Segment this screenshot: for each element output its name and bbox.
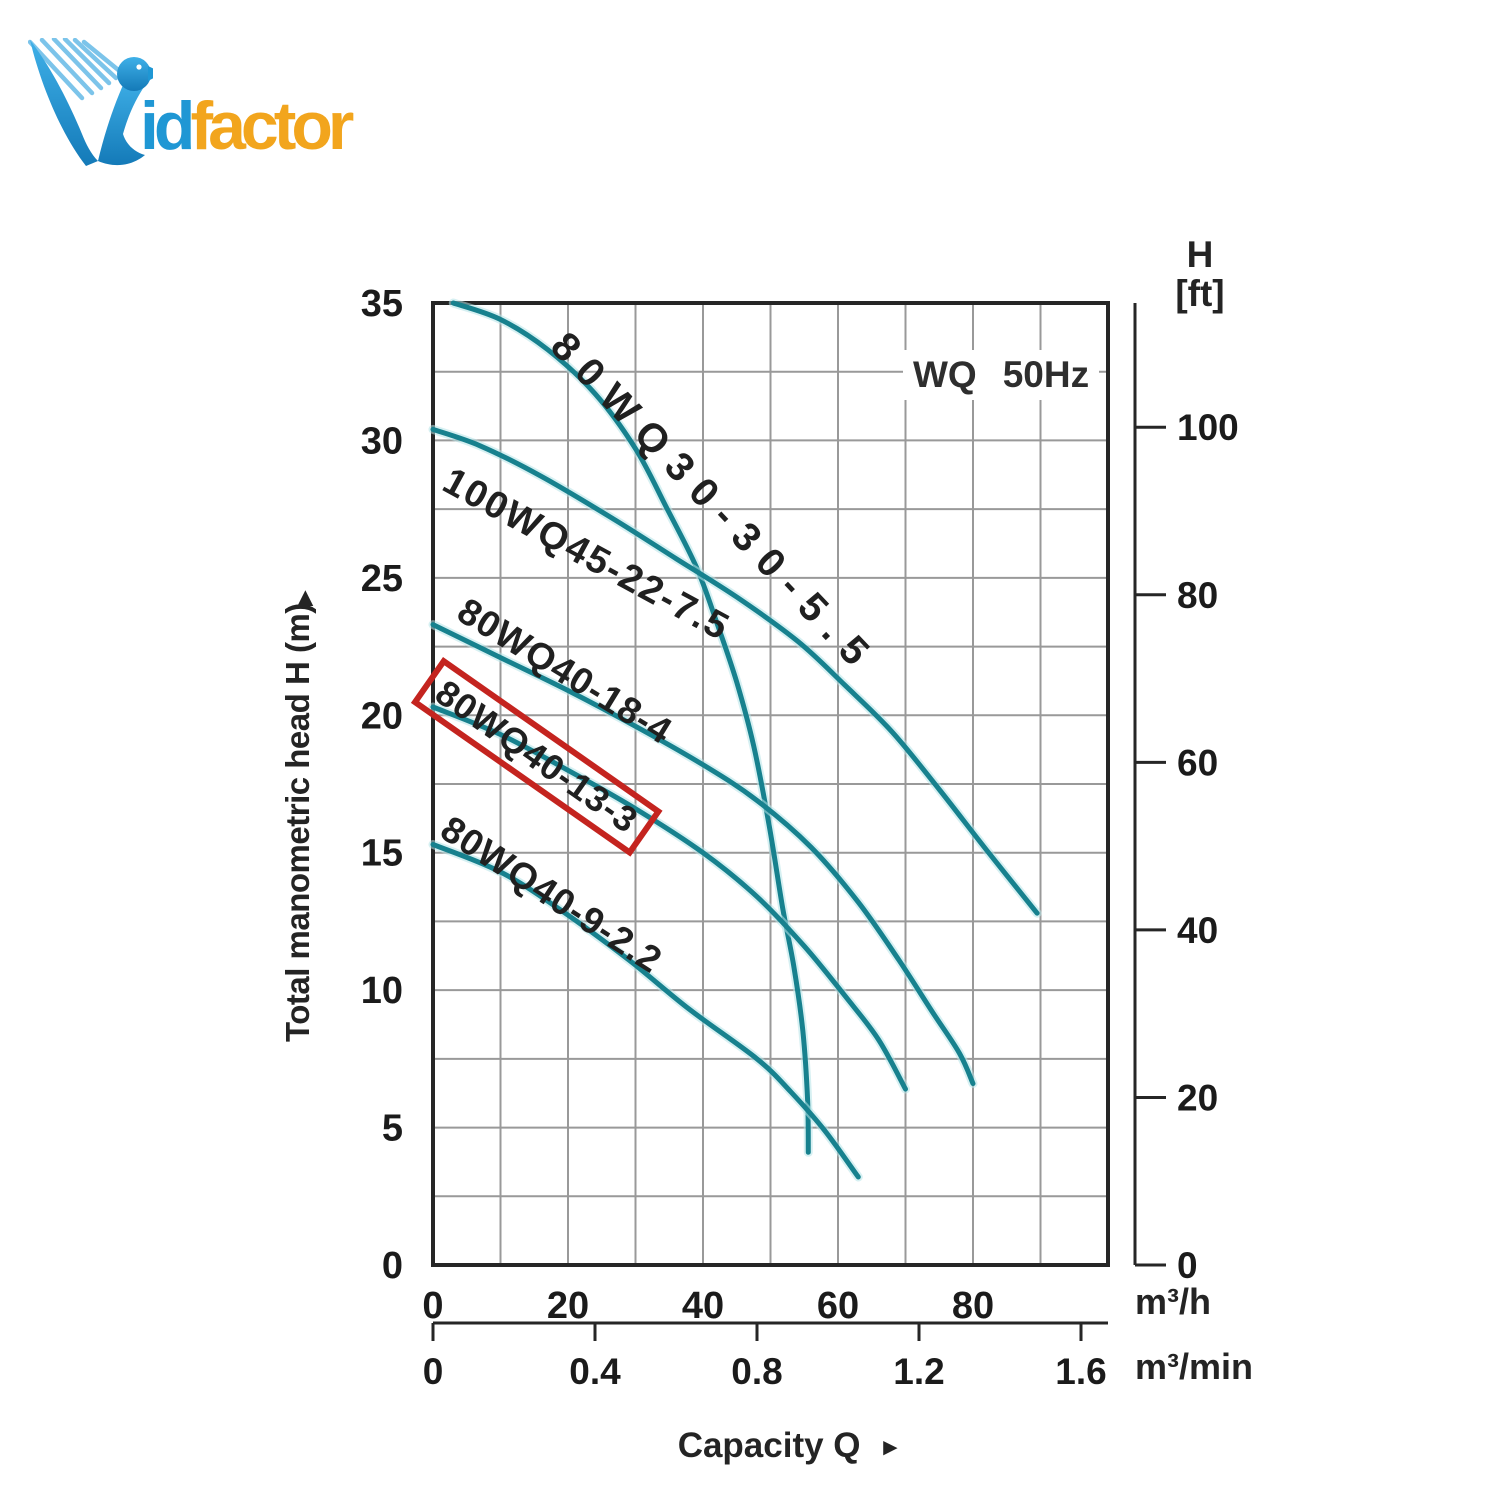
m3min-tick-label: 1.2 [893, 1351, 944, 1392]
y-tick-label: 15 [361, 833, 403, 875]
x-tick-label: 0 [422, 1285, 443, 1327]
pump-curve-80WQ40-18-4 [430, 622, 976, 1087]
y-tick-label: 35 [361, 283, 403, 325]
y-axis-arrow-icon: ▲ [292, 582, 319, 612]
vidfactor-bird-icon [28, 38, 153, 166]
ft-tick-label: 80 [1177, 575, 1218, 616]
ft-tick-label: 100 [1177, 407, 1239, 448]
pump-curve-80WQ40-13-3 [430, 704, 908, 1092]
right-axis-title-symbol: H [1186, 234, 1214, 275]
vidfactor-logo: idfactor [28, 30, 508, 170]
pump-curve-80WQ40-9-2.2 [430, 842, 861, 1180]
y-tick-label: 25 [361, 558, 403, 600]
y-tick-label: 30 [361, 420, 403, 462]
x-axis-unit-m3h: m³/h [1135, 1281, 1211, 1322]
ft-tick-label: 40 [1177, 910, 1218, 951]
ft-tick-label: 20 [1177, 1077, 1218, 1118]
y-tick-label: 5 [382, 1108, 403, 1150]
m3min-tick-label: 0 [423, 1351, 444, 1392]
m3min-tick-label: 0.4 [569, 1351, 621, 1392]
pump-curve-80WQ30-30-5.5 [450, 300, 811, 1155]
x-tick-label: 60 [817, 1285, 859, 1327]
m3min-tick-label: 1.6 [1055, 1351, 1106, 1392]
x-axis-unit-m3min: m³/min [1135, 1346, 1254, 1387]
badge-frequency: 50Hz [1002, 354, 1090, 395]
y-tick-label: 0 [382, 1245, 403, 1287]
x-axis-title: Capacity Q [677, 1426, 861, 1465]
ft-tick-label: 60 [1177, 742, 1218, 783]
x-axis-title-row: Capacity Q ► [560, 1426, 1020, 1466]
eye-icon [136, 64, 142, 70]
badge-family: WQ [913, 354, 977, 395]
x-axis-arrow-icon: ► [878, 1434, 903, 1461]
x-tick-label: 20 [547, 1285, 589, 1327]
x-tick-label: 80 [952, 1285, 994, 1327]
logo-text-id: id [140, 88, 195, 164]
plot-frame [431, 301, 1110, 1267]
pump-curve-100WQ45-22-7.5 [430, 426, 1040, 916]
x-tick-label: 40 [682, 1285, 724, 1327]
m3min-tick-label: 0.8 [731, 1351, 782, 1392]
wing-streaks-icon [28, 38, 125, 101]
y-tick-label: 20 [361, 695, 403, 737]
y-tick-label: 10 [361, 970, 403, 1012]
right-axis-title-unit: [ft] [1175, 273, 1225, 314]
y-axis-title: Total manometric head H (m) [279, 603, 316, 1042]
logo-text-factor: factor [190, 88, 354, 164]
ft-tick-label: 0 [1177, 1245, 1198, 1286]
beak-icon [148, 66, 153, 81]
right-axis-title: H [ft] [1152, 235, 1248, 313]
chart-series-badge: WQ 50Hz [903, 350, 1100, 400]
logo-wordmark: idfactor [140, 92, 354, 160]
